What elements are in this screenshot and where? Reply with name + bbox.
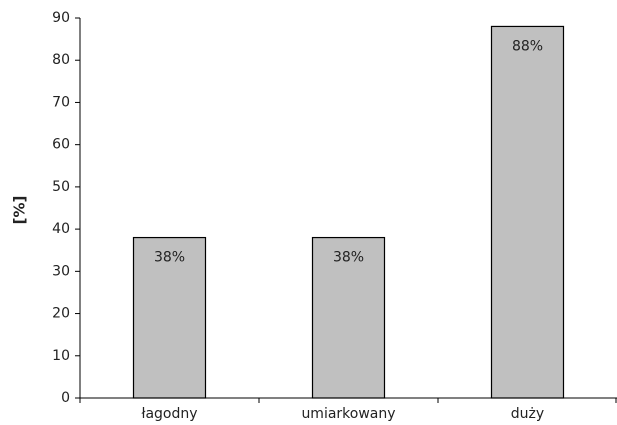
y-tick-label: 50 (52, 179, 70, 195)
x-tick-label: umiarkowany (301, 406, 395, 422)
y-tick-label: 20 (52, 306, 70, 322)
y-tick-label: 90 (52, 10, 70, 26)
data-label: 88% (512, 38, 543, 54)
y-tick-label: 60 (52, 137, 70, 153)
x-tick-label: łagodny (141, 406, 197, 422)
y-tick-label: 80 (52, 52, 70, 68)
data-label: 38% (154, 250, 185, 266)
bar (132, 236, 207, 399)
bar (490, 25, 565, 399)
y-tick-label: 0 (61, 390, 70, 406)
x-tick-label: duży (511, 406, 544, 422)
y-tick-label: 10 (52, 348, 70, 364)
y-tick-label: 70 (52, 94, 70, 110)
bar (311, 236, 386, 399)
y-axis-label: [%] (11, 196, 29, 225)
y-tick-label: 40 (52, 221, 70, 237)
y-tick-label: 30 (52, 263, 70, 279)
data-label: 38% (333, 250, 364, 266)
